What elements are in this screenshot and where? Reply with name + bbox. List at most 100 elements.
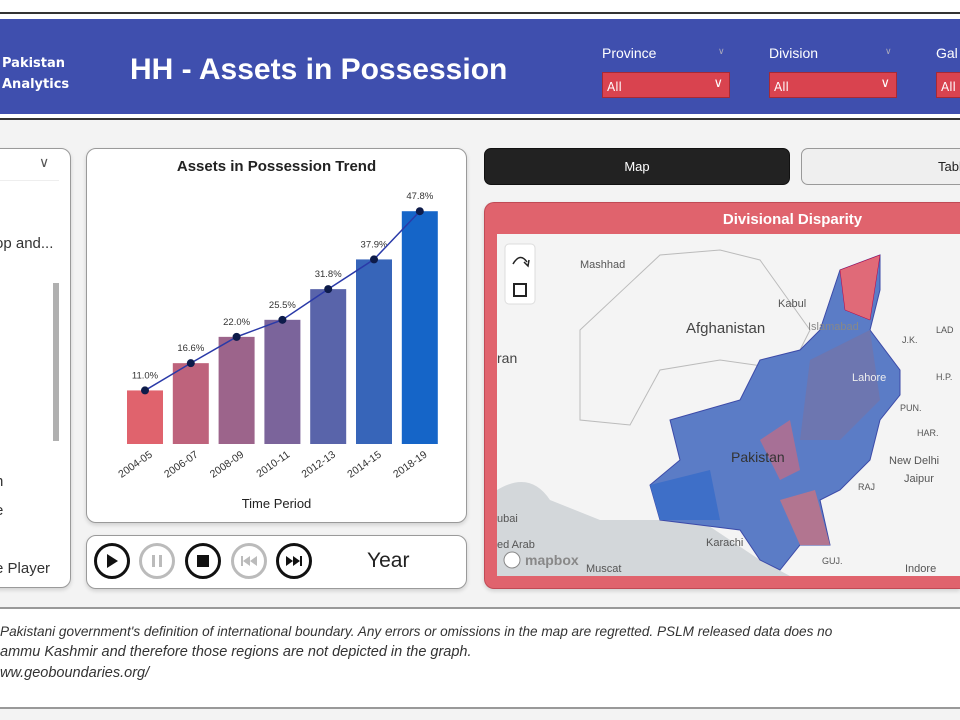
footer-line: Pakistani government's definition of int… (0, 624, 833, 639)
x-tick-label: 2014-15 (345, 449, 384, 481)
map-controls (504, 243, 536, 305)
pause-icon (152, 555, 162, 567)
brand: Pakistan Analytics (2, 53, 69, 95)
select-icon (513, 283, 527, 297)
brand-line-1: Pakistan (2, 56, 66, 71)
division-value: All (774, 80, 789, 94)
stop-button[interactable] (185, 543, 221, 579)
player-label: Year (367, 549, 410, 572)
bar[interactable] (310, 289, 347, 444)
map-label-guj: GUJ. (822, 556, 843, 566)
map-label-har: HAR. (917, 428, 939, 438)
province-value: All (607, 80, 622, 94)
sea (497, 482, 790, 576)
map-label-afghanistan: Afghanistan (686, 320, 765, 337)
map-label-jk: J.K. (902, 335, 918, 345)
map-label-hp: H.P. (936, 372, 952, 382)
trend-point (141, 386, 149, 395)
bar[interactable] (356, 259, 392, 444)
region-south (780, 490, 830, 545)
province-label: Province (602, 45, 657, 61)
data-label: 22.0% (223, 317, 250, 328)
data-label: 25.5% (269, 300, 296, 311)
map-label-islamabad: Islamabad (808, 321, 859, 333)
map-label-muscat: Muscat (586, 563, 621, 575)
map-label-new-delhi: New Delhi (889, 455, 939, 467)
bar[interactable] (172, 363, 209, 444)
region-west (650, 470, 720, 520)
footer-link[interactable]: ww.geoboundaries.org/ (0, 665, 150, 681)
x-tick-label: 2012-13 (299, 449, 338, 481)
trend-point (186, 359, 195, 368)
division-slicer[interactable]: Division ∨ All ∨ (769, 45, 897, 98)
third-slicer-label: Gal (936, 45, 958, 61)
x-tick-label: 2008-09 (208, 449, 247, 481)
map-label-pun: PUN. (900, 403, 922, 413)
top-strip (0, 0, 960, 12)
map-label-pakistan: Pakistan (731, 449, 785, 465)
division-dropdown[interactable]: All ∨ (769, 72, 897, 98)
header-bar: Pakistan Analytics HH - Assets in Possess… (0, 19, 960, 114)
mapbox-logo: mapbox (525, 552, 579, 568)
list-item[interactable]: n (0, 473, 3, 490)
bar[interactable] (264, 319, 301, 444)
play-icon (107, 554, 118, 568)
map-label-iran: ran (497, 350, 517, 366)
footer-note: Pakistani government's definition of int… (0, 607, 960, 709)
divisional-map[interactable]: Mashhad Afghanistan Kabul Islamabad Laho… (497, 234, 960, 576)
region-north (839, 254, 881, 321)
list-item[interactable]: e Player (0, 560, 51, 577)
bar[interactable] (401, 211, 438, 444)
pause-button[interactable] (139, 543, 175, 579)
next-icon (286, 556, 302, 566)
chevron-down-icon: ∨ (880, 76, 890, 91)
next-button[interactable] (276, 543, 312, 579)
trend-chart: 11.0% 2004-05 16.6% 2006-07 22.0% 2008-09 25.5… (116, 191, 438, 481)
left-panel: ∨ op and... n e e Player (0, 148, 71, 588)
x-tick-label: 2004-05 (116, 449, 155, 481)
map-label-indore: Indore (905, 563, 936, 575)
trend-point (324, 285, 333, 294)
x-tick-label: 2010-11 (254, 449, 292, 481)
province-slicer[interactable]: Province ∨ All ∨ (602, 45, 730, 98)
region-punjab (800, 330, 880, 440)
scrollbar[interactable] (53, 283, 59, 441)
third-slicer-dropdown[interactable]: All (936, 72, 960, 98)
header: Pakistan Analytics HH - Assets in Possess… (0, 12, 960, 120)
third-slicer[interactable]: Gal All (936, 45, 960, 98)
tab-map[interactable]: Map (484, 148, 790, 185)
chart-title: Assets in Possession Trend (176, 158, 377, 175)
previous-button[interactable] (231, 543, 267, 579)
divider (0, 180, 59, 181)
map-label-uae: ed Arab (497, 539, 535, 551)
map-label-lahore: Lahore (852, 372, 886, 384)
reset-icon (512, 256, 530, 268)
trend-point (415, 207, 424, 216)
bar[interactable] (218, 336, 255, 444)
tab-table[interactable]: Tabl (801, 148, 960, 185)
bar[interactable] (127, 390, 163, 444)
map-label-jaipur: Jaipur (904, 473, 934, 485)
third-slicer-value: All (941, 80, 956, 94)
map-label-dubai: ubai (497, 513, 518, 525)
play-button[interactable] (94, 543, 130, 579)
map-label-raj: RAJ (858, 482, 875, 492)
trend-point (278, 315, 287, 324)
region (760, 420, 800, 480)
map-label-lad: LAD (936, 325, 954, 335)
x-axis-label: Time Period (241, 496, 312, 511)
trend-point (370, 255, 378, 264)
x-tick-label: 2006-07 (162, 449, 201, 481)
province-dropdown[interactable]: All ∨ (602, 72, 730, 98)
data-label: 11.0% (132, 370, 159, 381)
data-label: 37.9% (361, 239, 388, 250)
list-item[interactable]: e (0, 502, 3, 519)
data-label: 16.6% (177, 343, 204, 354)
map-label-kabul: Kabul (778, 298, 806, 310)
list-item[interactable]: op and... (0, 235, 54, 252)
map-label-mashhad: Mashhad (580, 259, 625, 271)
brand-line-2: Analytics (2, 77, 70, 92)
chevron-down-icon[interactable]: ∨ (39, 155, 50, 171)
chevron-down-icon: ∨ (885, 47, 892, 57)
map-label-karachi: Karachi (706, 537, 743, 549)
